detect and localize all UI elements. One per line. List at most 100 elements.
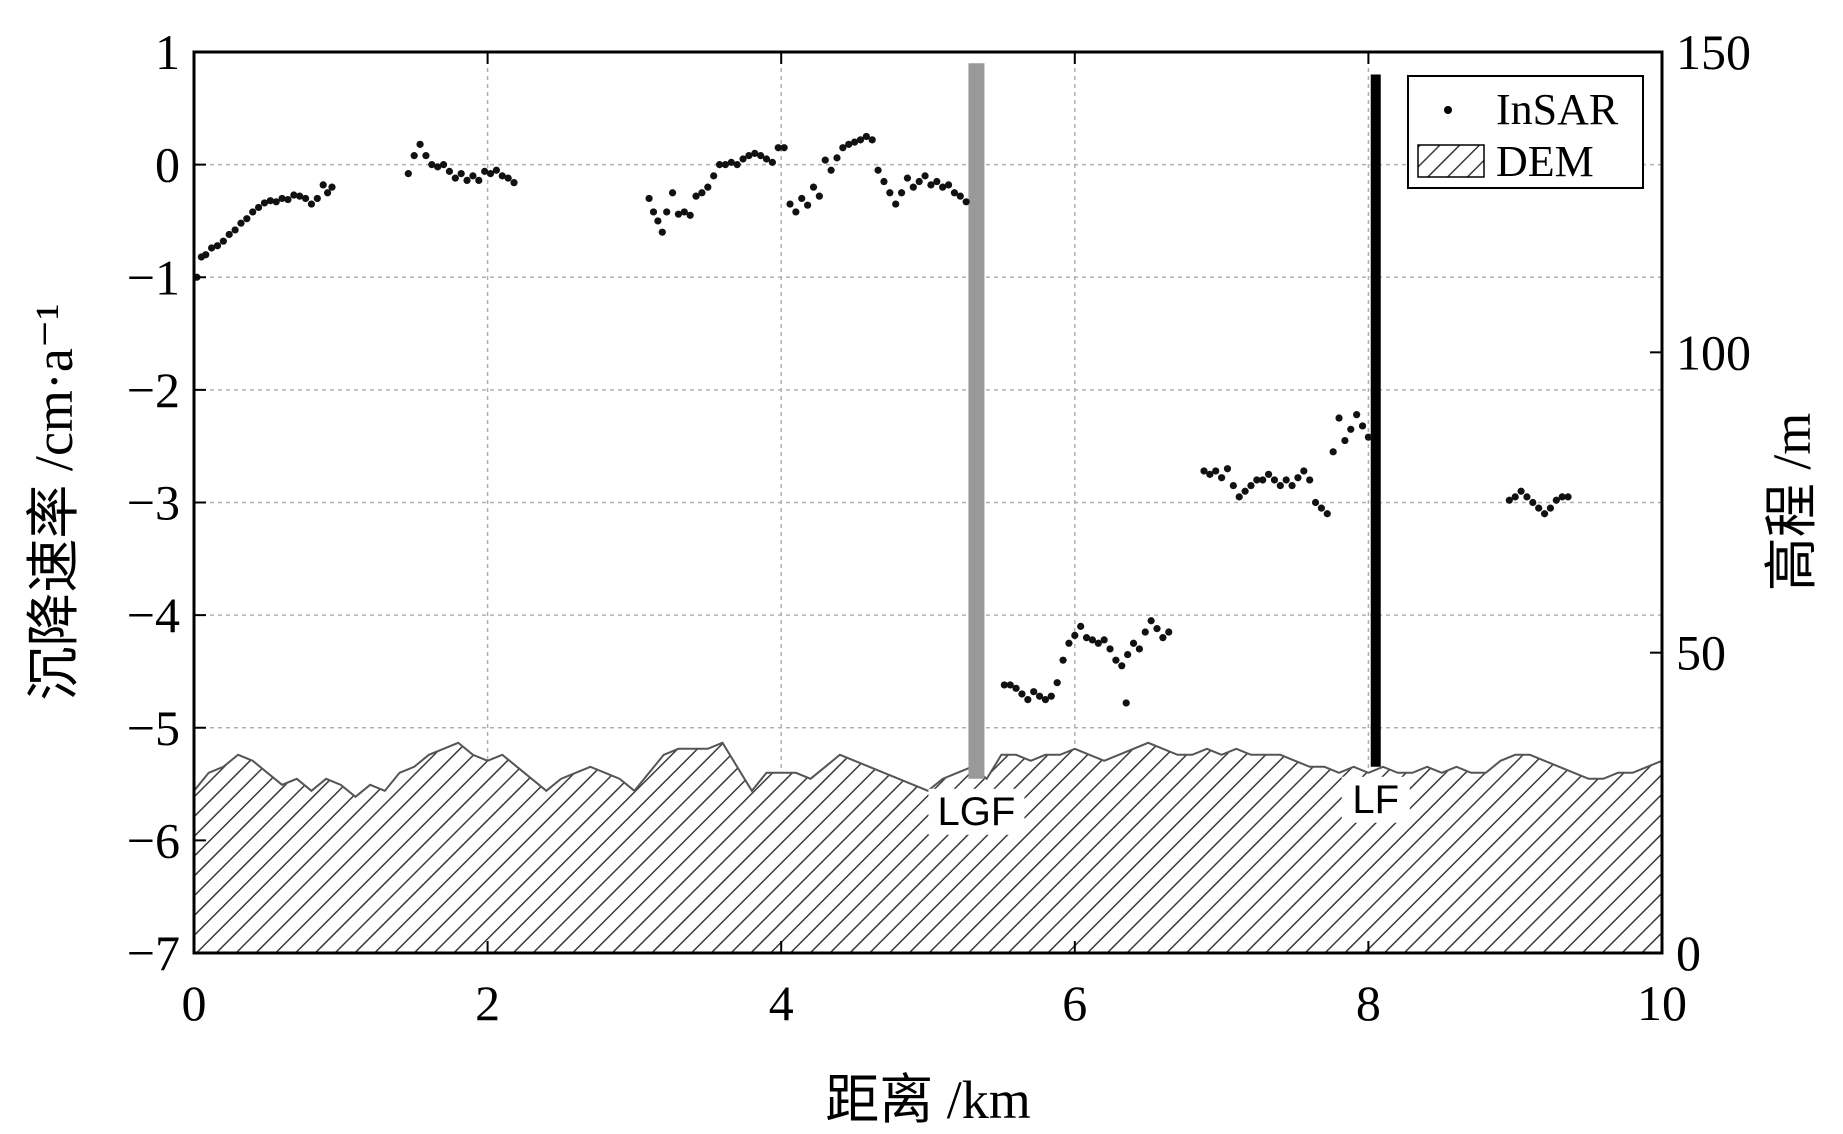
- insar-point: [809, 183, 818, 191]
- insar-point: [1030, 688, 1038, 696]
- insar-point: [845, 140, 853, 148]
- insar-point: [1535, 504, 1543, 512]
- y-left-tick-label: 1: [155, 24, 180, 80]
- insar-point: [1141, 628, 1149, 636]
- insar-point: [1024, 695, 1032, 704]
- y-axis-right-title: 高程 /m: [1762, 413, 1822, 592]
- y-left-tick-label: −7: [127, 925, 180, 981]
- insar-point: [1035, 692, 1044, 700]
- insar-point: [1353, 411, 1361, 419]
- fault-label-lf: LF: [1352, 778, 1399, 822]
- insar-point: [213, 242, 222, 250]
- insar-point: [654, 217, 662, 225]
- insar-point: [492, 166, 501, 174]
- insar-point: [1212, 467, 1220, 475]
- insar-point: [851, 138, 859, 146]
- y-right-tick-label: 100: [1676, 324, 1751, 380]
- legend-dem-label: DEM: [1496, 137, 1594, 186]
- insar-point: [202, 251, 210, 259]
- insar-point: [1564, 493, 1572, 501]
- insar-point: [1270, 476, 1279, 484]
- insar-point: [323, 189, 332, 197]
- insar-point: [686, 211, 694, 219]
- insar-point: [903, 174, 912, 182]
- insar-point: [1241, 487, 1249, 495]
- insar-point: [1118, 662, 1126, 670]
- grid-lines: [194, 52, 1662, 953]
- insar-point: [927, 181, 935, 189]
- insar-point: [457, 170, 465, 178]
- insar-point: [727, 158, 735, 166]
- insar-point: [486, 170, 495, 178]
- insar-point: [504, 174, 512, 182]
- insar-point: [249, 208, 257, 216]
- y-right-tick-label: 150: [1676, 24, 1751, 80]
- insar-point: [739, 155, 747, 163]
- insar-point: [1218, 474, 1226, 482]
- insar-point: [698, 189, 706, 197]
- insar-point: [254, 203, 263, 212]
- insar-point: [1100, 636, 1108, 644]
- insar-point: [933, 177, 941, 186]
- insar-point: [757, 152, 765, 160]
- dem-area: [194, 742, 1662, 953]
- insar-point: [475, 176, 483, 184]
- insar-point: [1153, 625, 1161, 633]
- insar-point: [290, 191, 298, 199]
- insar-point: [296, 192, 304, 200]
- insar-point: [1071, 631, 1079, 639]
- y-left-tick-label: −4: [127, 587, 180, 643]
- legend-insar-marker: [1444, 106, 1452, 114]
- insar-point: [1112, 656, 1120, 664]
- insar-point: [1306, 476, 1314, 484]
- insar-point: [1276, 482, 1284, 490]
- insar-point: [1088, 636, 1097, 644]
- insar-point: [231, 226, 239, 234]
- x-tick-label: 10: [1637, 975, 1687, 1031]
- insar-point: [1159, 634, 1167, 642]
- insar-point: [921, 172, 929, 180]
- insar-point: [862, 132, 870, 141]
- y-right-tick-label: 0: [1676, 925, 1701, 981]
- insar-point: [1517, 487, 1525, 495]
- insar-point: [944, 181, 953, 189]
- insar-point: [278, 194, 286, 203]
- axis-ticks: [193, 51, 1663, 954]
- insar-point: [733, 161, 741, 169]
- insar-point: [956, 192, 964, 200]
- insar-point: [510, 179, 518, 187]
- insar-point: [768, 158, 776, 166]
- x-axis-title: 距离 /km: [825, 1070, 1031, 1130]
- insar-point: [774, 144, 782, 152]
- insar-point: [1053, 679, 1061, 687]
- insar-point: [1229, 482, 1237, 490]
- insar-point: [1323, 510, 1331, 518]
- insar-point: [219, 237, 227, 245]
- insar-point: [469, 172, 477, 180]
- insar-point: [428, 161, 436, 169]
- insar-point: [868, 136, 876, 144]
- insar-point: [792, 208, 800, 216]
- insar-point: [451, 174, 459, 182]
- dem-profile-line: [194, 741, 1662, 799]
- insar-point: [874, 166, 882, 174]
- insar-point: [1147, 617, 1155, 625]
- insar-point: [498, 172, 506, 180]
- insar-point: [272, 198, 280, 206]
- legend-insar-label: InSAR: [1496, 85, 1619, 134]
- insar-point: [1247, 482, 1255, 490]
- insar-point: [1300, 467, 1308, 475]
- fault-label-bg-lgf: [928, 788, 1025, 835]
- insar-point: [1347, 425, 1355, 433]
- fault-label-bg-lf: [1341, 776, 1410, 823]
- insar-point: [692, 192, 700, 200]
- fault-label-lgf: LGF: [938, 790, 1016, 834]
- insar-point: [1082, 634, 1091, 642]
- insar-point: [307, 200, 316, 208]
- insar-point: [237, 219, 245, 227]
- insar-point: [786, 200, 794, 208]
- insar-point: [1540, 510, 1549, 518]
- insar-point: [915, 177, 923, 186]
- insar-point: [897, 189, 906, 197]
